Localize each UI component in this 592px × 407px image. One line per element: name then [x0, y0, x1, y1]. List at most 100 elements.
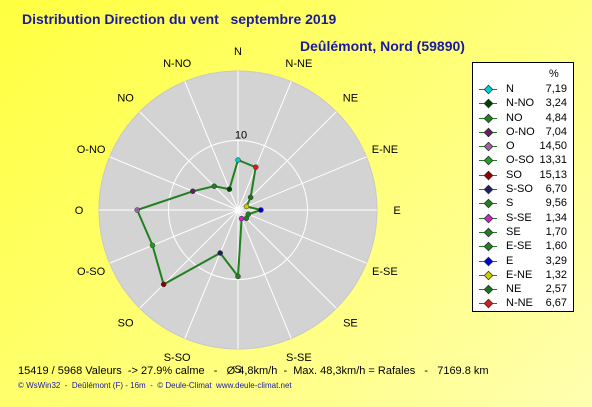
- direction-label: E: [393, 205, 400, 217]
- legend-name: SE: [506, 225, 521, 238]
- legend-marker: [483, 241, 494, 252]
- legend-marker: [483, 270, 494, 281]
- legend-item: SE 1,70: [473, 226, 573, 240]
- legend-value: 9,56: [545, 197, 567, 210]
- legend-value: 6,67: [545, 297, 567, 310]
- spoke-gridline: [237, 209, 292, 339]
- legend-marker: [483, 141, 494, 152]
- legend-item: E-NE 1,32: [473, 269, 573, 283]
- legend-item: SO 15,13: [473, 169, 573, 183]
- legend-name: S: [506, 197, 514, 210]
- legend-item: E-SE 1,60: [473, 240, 573, 254]
- legend: % N 7,19 N-NO 3,24 NO 4,84 O-NO 7,04 O 14,50 O-SO 1…: [472, 62, 574, 312]
- legend-item: O-NO 7,04: [473, 126, 573, 140]
- legend-item: N-NE 6,67: [473, 297, 573, 311]
- legend-value: 3,29: [545, 254, 567, 267]
- legend-value: 1,60: [545, 240, 567, 253]
- data-point: [217, 250, 223, 256]
- legend-name: NO: [506, 111, 523, 124]
- direction-label: S-SO: [164, 352, 191, 364]
- legend-marker: [483, 299, 494, 309]
- legend-item: O 14,50: [473, 140, 573, 154]
- data-point: [247, 194, 254, 201]
- legend-list: N 7,19 N-NO 3,24 NO 4,84 O-NO 7,04 O 14,50 O-SO 13,…: [473, 83, 573, 312]
- legend-value: 1,70: [545, 225, 567, 238]
- direction-label: SE: [343, 317, 358, 329]
- legend-marker: [483, 199, 494, 209]
- direction-label: NO: [117, 93, 134, 105]
- direction-label: E-SE: [372, 266, 398, 278]
- legend-item: N 7,19: [473, 83, 573, 97]
- legend-marker: [483, 99, 494, 109]
- legend-name: NE: [506, 283, 522, 296]
- data-point: [134, 207, 140, 213]
- legend-name: N-NE: [506, 297, 533, 310]
- legend-marker: [483, 213, 494, 223]
- direction-label: N-NO: [163, 58, 192, 70]
- direction-label: SO: [118, 317, 134, 329]
- direction-label: NE: [343, 93, 358, 105]
- legend-item: N-NO 3,24: [473, 97, 573, 111]
- spoke-gridline: [109, 209, 239, 264]
- direction-label: S-SE: [286, 352, 312, 364]
- legend-name: O-SO: [506, 154, 535, 167]
- legend-name: SO: [506, 168, 522, 181]
- direction-label: E-NE: [372, 144, 398, 156]
- legend-item: NE 2,57: [473, 283, 573, 297]
- direction-label: N: [234, 46, 242, 58]
- data-point: [235, 273, 241, 280]
- legend-name: S-SO: [506, 183, 533, 196]
- legend-name: E-SE: [506, 240, 532, 253]
- spoke-gridline: [139, 209, 239, 309]
- legend-marker: [483, 170, 494, 181]
- data-point: [235, 157, 241, 163]
- legend-value: 13,31: [539, 154, 567, 167]
- data-point: [149, 242, 156, 249]
- spoke-gridline: [237, 81, 292, 211]
- data-point: [252, 164, 259, 170]
- ring-label: 10: [235, 130, 247, 142]
- legend-marker: [483, 84, 494, 95]
- legend-value: 2,57: [545, 283, 567, 296]
- legend-value: 14,50: [539, 140, 567, 153]
- data-point: [243, 215, 250, 222]
- direction-label: S: [234, 364, 241, 376]
- footer-credits: © WsWin32 - Deûlémont (F) - 16m - © Deul…: [18, 381, 292, 390]
- legend-value: 1,32: [545, 268, 567, 281]
- legend-item: S 9,56: [473, 197, 573, 211]
- legend-marker: [483, 256, 494, 266]
- direction-label: O: [75, 205, 84, 217]
- legend-value: 7,19: [545, 83, 567, 95]
- data-point: [160, 281, 167, 288]
- legend-name: N: [506, 83, 514, 95]
- legend-marker: [483, 113, 494, 123]
- legend-value: 15,13: [539, 168, 567, 181]
- legend-item: E 3,29: [473, 255, 573, 269]
- legend-marker: [483, 184, 494, 195]
- legend-item: S-SO 6,70: [473, 183, 573, 197]
- legend-marker: [483, 284, 494, 295]
- spoke-gridline: [109, 156, 239, 211]
- legend-value: 4,84: [545, 111, 567, 124]
- spoke-gridline: [237, 209, 337, 309]
- legend-item: NO 4,84: [473, 112, 573, 126]
- direction-label: O-SO: [77, 266, 106, 278]
- legend-value: 3,24: [545, 97, 567, 110]
- data-point: [211, 183, 217, 189]
- spoke-gridline: [237, 111, 337, 211]
- data-point: [190, 188, 196, 195]
- data-point: [258, 207, 264, 213]
- legend-marker: [483, 127, 494, 138]
- legend-item: S-SE 1,34: [473, 212, 573, 226]
- direction-label: O-NO: [77, 144, 106, 156]
- legend-name: E-NE: [506, 268, 533, 281]
- legend-marker: [483, 227, 494, 238]
- legend-item: O-SO 13,31: [473, 154, 573, 168]
- data-point: [238, 215, 245, 222]
- legend-name: O: [506, 140, 515, 153]
- data-point: [226, 186, 233, 192]
- spoke-gridline: [139, 111, 239, 211]
- direction-label: N-NE: [285, 58, 312, 70]
